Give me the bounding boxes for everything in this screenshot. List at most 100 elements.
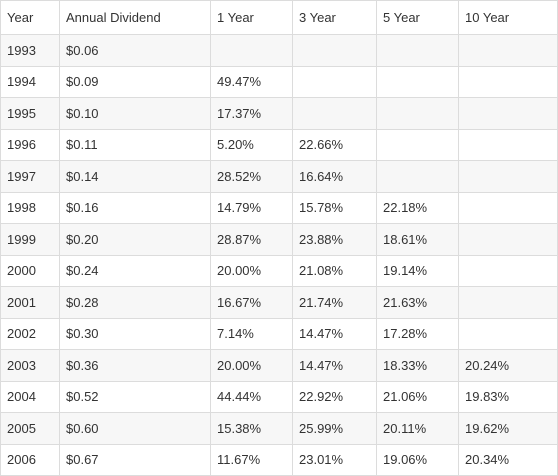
cell-3-year: 23.01% [292, 443, 377, 476]
table-row: 1998 $0.16 14.79% 15.78% 22.18% [0, 191, 558, 224]
cell-3-year: 22.92% [292, 380, 377, 413]
cell-annual-dividend: $0.30 [59, 317, 211, 350]
cell-annual-dividend: $0.67 [59, 443, 211, 476]
table-row: 1995 $0.10 17.37% [0, 97, 558, 130]
cell-year: 1993 [0, 34, 60, 67]
cell-3-year: 16.64% [292, 160, 377, 193]
cell-annual-dividend: $0.20 [59, 223, 211, 256]
cell-10-year: 19.62% [458, 412, 558, 445]
cell-year: 1997 [0, 160, 60, 193]
table-row: 2001 $0.28 16.67% 21.74% 21.63% [0, 286, 558, 319]
cell-5-year: 22.18% [376, 191, 459, 224]
cell-year: 2002 [0, 317, 60, 350]
cell-annual-dividend: $0.09 [59, 65, 211, 98]
cell-annual-dividend: $0.14 [59, 160, 211, 193]
cell-1-year: 28.52% [210, 160, 293, 193]
cell-10-year [458, 254, 558, 287]
cell-1-year: 16.67% [210, 286, 293, 319]
cell-3-year: 25.99% [292, 412, 377, 445]
header-annual-dividend: Annual Dividend [59, 0, 211, 35]
cell-5-year: 20.11% [376, 412, 459, 445]
cell-5-year: 19.06% [376, 443, 459, 476]
cell-10-year [458, 223, 558, 256]
cell-year: 2003 [0, 349, 60, 382]
cell-annual-dividend: $0.11 [59, 128, 211, 161]
cell-10-year [458, 65, 558, 98]
cell-year: 1994 [0, 65, 60, 98]
cell-5-year: 21.63% [376, 286, 459, 319]
table-row: 1994 $0.09 49.47% [0, 65, 558, 98]
cell-5-year: 18.61% [376, 223, 459, 256]
cell-annual-dividend: $0.36 [59, 349, 211, 382]
cell-annual-dividend: $0.60 [59, 412, 211, 445]
cell-5-year: 21.06% [376, 380, 459, 413]
cell-year: 2004 [0, 380, 60, 413]
cell-1-year: 7.14% [210, 317, 293, 350]
cell-annual-dividend: $0.10 [59, 97, 211, 130]
cell-5-year: 18.33% [376, 349, 459, 382]
table-row: 2000 $0.24 20.00% 21.08% 19.14% [0, 254, 558, 287]
cell-1-year: 20.00% [210, 349, 293, 382]
header-10-year: 10 Year [458, 0, 558, 35]
cell-5-year: 19.14% [376, 254, 459, 287]
cell-1-year: 20.00% [210, 254, 293, 287]
header-5-year: 5 Year [376, 0, 459, 35]
cell-5-year [376, 160, 459, 193]
cell-1-year [210, 34, 293, 67]
table-row: 2006 $0.67 11.67% 23.01% 19.06% 20.34% [0, 443, 558, 476]
cell-3-year: 23.88% [292, 223, 377, 256]
table-row: 1993 $0.06 [0, 34, 558, 67]
cell-5-year: 17.28% [376, 317, 459, 350]
cell-10-year: 20.24% [458, 349, 558, 382]
cell-3-year [292, 97, 377, 130]
table-header-row: Year Annual Dividend 1 Year 3 Year 5 Yea… [0, 0, 558, 35]
cell-annual-dividend: $0.24 [59, 254, 211, 287]
cell-10-year: 20.34% [458, 443, 558, 476]
cell-year: 2000 [0, 254, 60, 287]
cell-10-year [458, 160, 558, 193]
table-row: 2004 $0.52 44.44% 22.92% 21.06% 19.83% [0, 380, 558, 413]
cell-5-year [376, 65, 459, 98]
header-1-year: 1 Year [210, 0, 293, 35]
table-row: 2005 $0.60 15.38% 25.99% 20.11% 19.62% [0, 412, 558, 445]
cell-5-year [376, 34, 459, 67]
cell-3-year [292, 34, 377, 67]
cell-1-year: 28.87% [210, 223, 293, 256]
cell-1-year: 44.44% [210, 380, 293, 413]
cell-3-year [292, 65, 377, 98]
cell-year: 1998 [0, 191, 60, 224]
table-row: 1999 $0.20 28.87% 23.88% 18.61% [0, 223, 558, 256]
cell-10-year [458, 34, 558, 67]
cell-annual-dividend: $0.52 [59, 380, 211, 413]
cell-1-year: 5.20% [210, 128, 293, 161]
cell-1-year: 11.67% [210, 443, 293, 476]
cell-year: 2006 [0, 443, 60, 476]
cell-year: 1999 [0, 223, 60, 256]
cell-10-year [458, 317, 558, 350]
cell-annual-dividend: $0.16 [59, 191, 211, 224]
header-year: Year [0, 0, 60, 35]
cell-10-year [458, 97, 558, 130]
cell-1-year: 49.47% [210, 65, 293, 98]
cell-year: 2005 [0, 412, 60, 445]
cell-year: 1996 [0, 128, 60, 161]
table-row: 2003 $0.36 20.00% 14.47% 18.33% 20.24% [0, 349, 558, 382]
cell-3-year: 14.47% [292, 317, 377, 350]
cell-3-year: 21.74% [292, 286, 377, 319]
cell-10-year [458, 191, 558, 224]
cell-year: 2001 [0, 286, 60, 319]
table-row: 1997 $0.14 28.52% 16.64% [0, 160, 558, 193]
cell-annual-dividend: $0.28 [59, 286, 211, 319]
cell-5-year [376, 97, 459, 130]
cell-year: 1995 [0, 97, 60, 130]
cell-10-year: 19.83% [458, 380, 558, 413]
cell-annual-dividend: $0.06 [59, 34, 211, 67]
cell-1-year: 14.79% [210, 191, 293, 224]
cell-3-year: 21.08% [292, 254, 377, 287]
cell-1-year: 15.38% [210, 412, 293, 445]
table-body: 1993 $0.06 1994 $0.09 49.47% 1995 $0.10 17.37% 1… [0, 34, 558, 476]
cell-3-year: 22.66% [292, 128, 377, 161]
table-row: 2002 $0.30 7.14% 14.47% 17.28% [0, 317, 558, 350]
header-3-year: 3 Year [292, 0, 377, 35]
